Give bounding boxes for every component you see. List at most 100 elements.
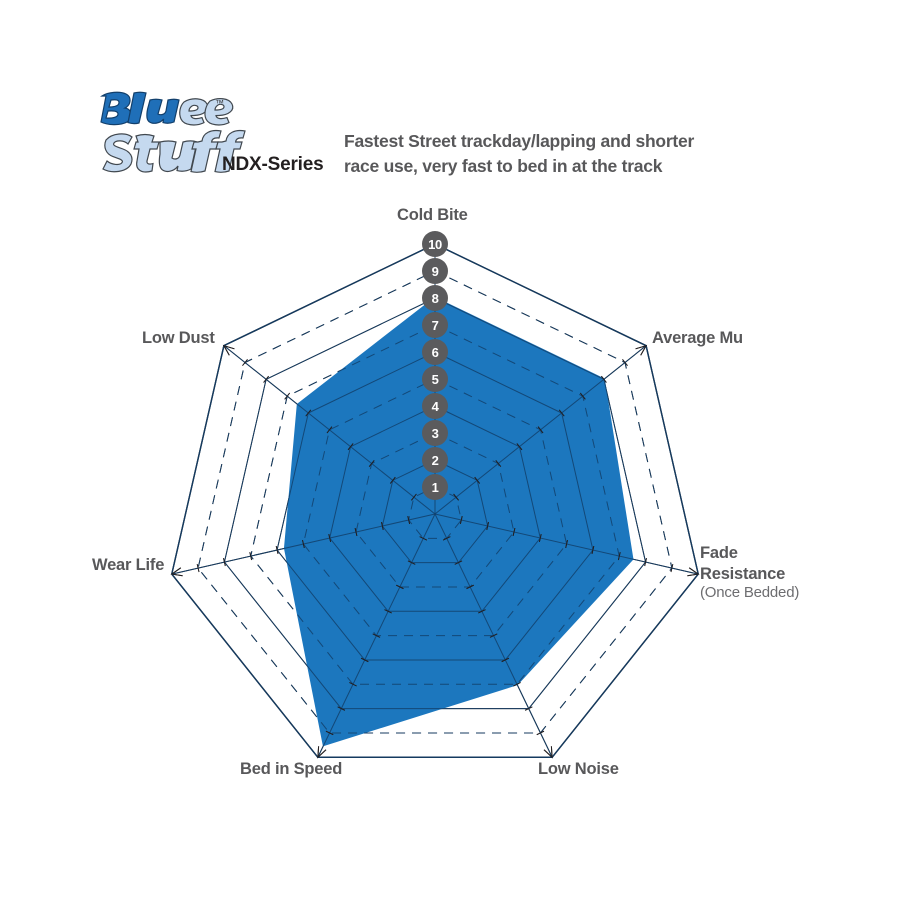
axis-label-bed-in-speed-text: Bed in Speed	[240, 760, 343, 778]
radar-ring-3	[355, 432, 515, 588]
scale-badge-2: 2	[422, 447, 448, 473]
axis-label-bed-in-speed: Bed in Speed	[240, 759, 342, 780]
axis-label-low-noise-text: Low Noise	[538, 760, 619, 778]
radar-grid-overlay	[171, 243, 699, 758]
radar-tick	[381, 522, 384, 530]
radar-tick	[591, 545, 595, 555]
radar-axis-arrow-6	[222, 344, 235, 356]
radar-tick	[495, 460, 502, 467]
radar-data-polygon	[283, 297, 634, 747]
radar-tick	[501, 657, 510, 663]
axis-label-low-noise: Low Noise	[538, 759, 619, 780]
axis-label-average-mu-text: Average Mu	[652, 329, 743, 347]
radar-tick	[384, 609, 392, 614]
scale-badge-1: 1	[422, 474, 448, 500]
radar-tick	[302, 539, 305, 549]
radar-tick	[454, 560, 463, 565]
radar-tick	[617, 552, 621, 561]
radar-tick	[326, 426, 333, 434]
radar-ring-6	[276, 351, 594, 661]
radar-tick	[411, 493, 417, 501]
radar-tick	[396, 584, 404, 590]
axis-label-cold-bite-text: Cold Bite	[397, 206, 468, 224]
radar-tick	[360, 657, 369, 663]
radar-series-polygon	[283, 297, 634, 747]
radar-tick	[372, 633, 381, 638]
radar-tick	[536, 730, 545, 736]
radar-tick	[347, 443, 354, 451]
axis-label-wear-life: Wear Life	[92, 555, 164, 576]
radar-tick	[622, 359, 628, 366]
radar-tick	[325, 730, 334, 736]
radar-tick	[524, 706, 533, 711]
tagline-line-2: race use, very fast to bed in at the tra…	[344, 155, 663, 176]
axis-label-fade-resistance-line-2: Resistance	[700, 564, 786, 583]
radar-tick	[196, 564, 200, 573]
radar-ring-2	[381, 459, 489, 564]
radar-ring-9	[197, 270, 673, 734]
radar-tick	[558, 409, 565, 417]
radar-axis-arrow-2	[687, 567, 700, 577]
radar-tick	[486, 522, 489, 530]
radar-axis-arrow-1	[635, 344, 648, 356]
scale-badge-5: 5	[422, 366, 448, 392]
radar-tick	[389, 476, 396, 484]
radar-tick	[328, 533, 332, 543]
radar-tick	[474, 476, 481, 484]
axis-label-fade-resistance: Fade Resistance (Once Bedded)	[700, 543, 799, 603]
axis-label-average-mu: Average Mu	[652, 328, 743, 349]
radar-tick	[242, 359, 248, 366]
radar-tick	[579, 392, 586, 400]
radar-tick	[284, 392, 291, 400]
radar-tick	[305, 409, 312, 417]
radar-tick	[565, 539, 568, 549]
series-name: NDX-Series	[222, 154, 324, 175]
scale-badge-10: 10	[422, 231, 448, 257]
tagline: Fastest Street trackday/lapping and shor…	[344, 129, 744, 179]
radar-axis-arrow-3	[543, 746, 553, 759]
radar-ring-10	[171, 243, 699, 758]
radar-tick	[459, 515, 463, 525]
radar-axis-arrow-5	[170, 567, 183, 577]
radar-tick	[275, 545, 279, 555]
radar-tick	[263, 375, 269, 383]
radar-axis-arrow-4	[317, 746, 327, 759]
radar-tick	[223, 558, 226, 567]
tagline-line-1: Fastest Street trackday/lapping and shor…	[344, 131, 695, 151]
scale-badge-6: 6	[422, 339, 448, 365]
radar-tick	[478, 609, 486, 614]
radar-tick	[419, 536, 428, 541]
scale-badge-3: 3	[422, 420, 448, 446]
radar-tick	[466, 584, 474, 590]
radar-tick	[644, 558, 647, 567]
radar-tick	[349, 682, 357, 687]
radar-tick	[368, 460, 375, 467]
radar-ring-8	[223, 297, 647, 710]
radar-tick	[453, 493, 459, 501]
axis-label-low-dust: Low Dust	[142, 328, 215, 349]
radar-tick	[337, 706, 346, 711]
radar-tick	[407, 560, 416, 565]
radar-tick	[513, 682, 521, 687]
radar-tick	[249, 552, 253, 561]
radar-tick	[538, 533, 542, 543]
blue-stuff-logo: .lg-blue { fill:#1f6fb8; stroke:#123f6b;…	[96, 88, 246, 180]
radar-ring-4	[329, 405, 541, 612]
radar-tick	[407, 515, 411, 525]
scale-badge-9: 9	[422, 258, 448, 284]
radar-tick	[442, 536, 451, 541]
radar-tick	[537, 426, 544, 434]
scale-badge-7: 7	[422, 312, 448, 338]
radar-tick	[601, 375, 607, 383]
radar-tick	[516, 443, 523, 451]
radar-ring-1	[408, 486, 462, 539]
radar-ring-5	[302, 378, 568, 637]
axis-label-fade-resistance-sublabel: (Once Bedded)	[700, 584, 800, 602]
axis-label-wear-life-text: Wear Life	[92, 556, 165, 574]
radar-tick	[354, 527, 358, 537]
trademark-symbol: ™	[215, 98, 224, 108]
axis-label-cold-bite: Cold Bite	[397, 205, 468, 226]
